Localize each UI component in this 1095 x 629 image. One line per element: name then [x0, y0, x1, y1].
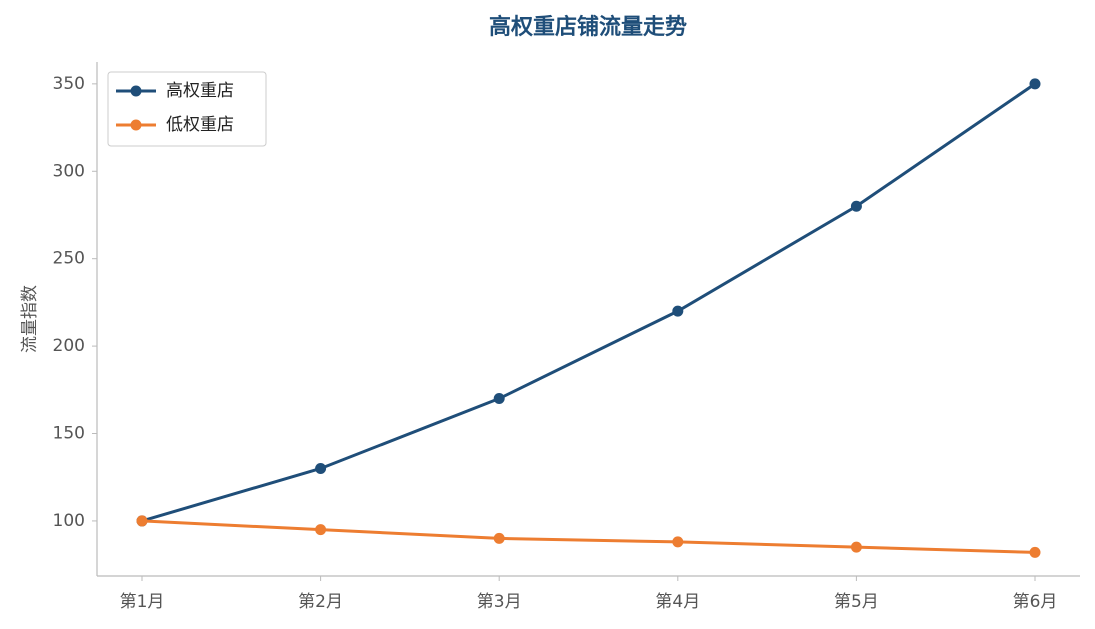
x-tick-label: 第4月 [655, 592, 700, 612]
data-point [493, 393, 505, 405]
x-tick-label: 第3月 [477, 592, 522, 612]
legend-label: 高权重店 [166, 81, 234, 101]
data-point [315, 524, 327, 536]
x-tick-label: 第6月 [1013, 592, 1058, 612]
data-point [850, 541, 862, 553]
data-point [672, 305, 684, 317]
x-tick-label: 第2月 [298, 592, 343, 612]
data-point [1029, 78, 1041, 90]
data-point [315, 462, 327, 474]
y-tick-label: 250 [53, 249, 85, 269]
data-point [1029, 546, 1041, 558]
y-tick-label: 200 [53, 336, 85, 356]
y-tick-label: 350 [53, 74, 85, 94]
chart-title: 高权重店铺流量走势 [489, 14, 687, 40]
data-point [672, 536, 684, 548]
data-point [493, 532, 505, 544]
legend-label: 低权重店 [166, 115, 234, 135]
legend-marker [130, 119, 142, 131]
data-point [136, 515, 148, 527]
data-point [850, 200, 862, 212]
y-axis-label: 流量指数 [20, 285, 40, 353]
y-tick-label: 150 [53, 424, 85, 444]
y-tick-label: 300 [53, 161, 85, 181]
x-tick-label: 第5月 [834, 592, 879, 612]
series-line [141, 82, 1036, 523]
y-tick-label: 100 [53, 511, 85, 531]
series-line [141, 519, 1036, 554]
x-tick-label: 第1月 [120, 592, 165, 612]
legend-marker [130, 85, 142, 97]
